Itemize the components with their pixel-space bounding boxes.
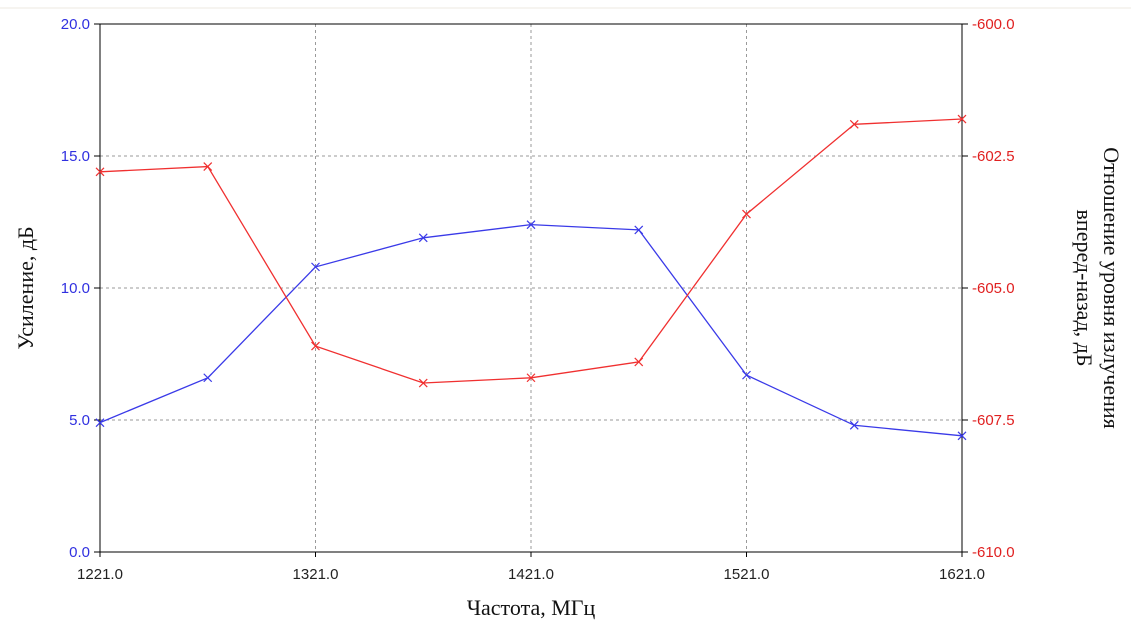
data-point xyxy=(742,370,751,380)
data-point xyxy=(849,420,859,430)
data-point xyxy=(526,373,536,383)
y-right-tick-label: -610.0 xyxy=(972,544,1015,561)
x-tick-label: 1621.0 xyxy=(939,566,985,583)
x-tick-label: 1421.0 xyxy=(508,566,554,583)
y-right-tick-label: -600.0 xyxy=(972,16,1015,33)
data-point xyxy=(418,233,428,243)
data-point xyxy=(95,418,105,428)
y-axis-title-right-line2: вперед-назад, дБ xyxy=(1072,210,1097,367)
data-point xyxy=(957,114,967,124)
data-point xyxy=(849,119,859,129)
data-point xyxy=(203,162,213,171)
y-right-tick-label: -607.5 xyxy=(972,412,1015,429)
data-point xyxy=(742,209,751,219)
x-tick-label: 1221.0 xyxy=(77,566,123,583)
series-group xyxy=(95,114,967,441)
x-tick-label: 1321.0 xyxy=(293,566,339,583)
data-point xyxy=(95,167,105,177)
y-left-tick-label: 5.0 xyxy=(69,412,90,429)
y-left-tick-label: 15.0 xyxy=(61,148,90,165)
data-point xyxy=(526,220,536,230)
y-axis-title-left: Усиление, дБ xyxy=(13,226,38,349)
y-left-tick-label: 10.0 xyxy=(61,280,90,297)
data-point xyxy=(634,225,644,235)
y-left-tick-label: 0.0 xyxy=(69,544,90,561)
x-axis-title: Частота, МГц xyxy=(467,595,596,620)
data-point xyxy=(634,357,644,367)
data-point xyxy=(311,262,320,272)
data-point xyxy=(957,431,967,441)
tick-labels: 1221.0 1321.0 1421.0 1521.0 1621.0 0.0 5.0 10.0… xyxy=(61,16,1015,583)
y-right-tick-label: -602.5 xyxy=(972,148,1015,165)
y-left-tick-label: 20.0 xyxy=(61,16,90,33)
data-point xyxy=(311,341,320,351)
data-point xyxy=(418,378,428,388)
y-axis-title-right-line1: Отношение уровня излучения xyxy=(1099,147,1124,429)
grid xyxy=(100,24,962,552)
data-point xyxy=(203,373,213,383)
x-tick-label: 1521.0 xyxy=(724,566,770,583)
y-right-tick-label: -605.0 xyxy=(972,280,1015,297)
